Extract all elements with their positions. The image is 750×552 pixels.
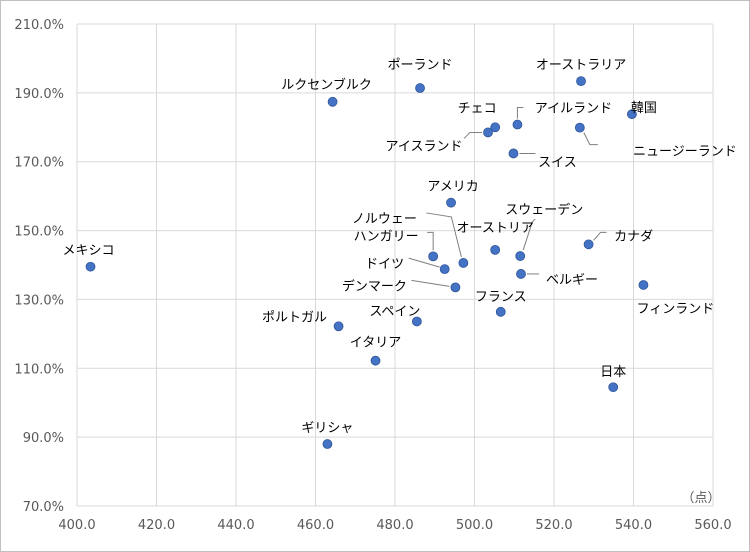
data-point <box>516 269 526 279</box>
leader-line <box>426 212 462 258</box>
data-point <box>446 197 456 208</box>
x-unit-label: （点） <box>681 491 720 506</box>
point-label: アイルランド <box>535 102 612 117</box>
x-tick-label: 440.0 <box>217 518 254 533</box>
y-tick-label: 210.0% <box>14 18 64 33</box>
point-label: スイス <box>538 155 577 170</box>
data-point <box>428 251 439 262</box>
leader-line <box>463 131 483 139</box>
data-point <box>490 244 501 255</box>
point-label: ポルトガル <box>262 310 327 325</box>
data-point <box>495 306 506 317</box>
data-point <box>490 122 501 133</box>
leader-line <box>408 257 440 268</box>
point-label: カナダ <box>614 229 653 244</box>
y-tick-label: 90.0% <box>23 431 64 446</box>
data-point <box>439 264 450 275</box>
data-points <box>85 76 649 449</box>
leader-line <box>411 279 450 287</box>
point-label: アイスランド <box>386 139 463 154</box>
x-tick-label: 480.0 <box>376 518 413 533</box>
data-point <box>370 355 381 366</box>
x-tick-label: 500.0 <box>456 518 493 533</box>
point-label: アメリカ <box>427 180 478 195</box>
point-label: ニュージーランド <box>633 145 737 160</box>
point-label: イタリア <box>350 336 401 351</box>
data-point <box>576 76 586 87</box>
leader-line <box>427 231 434 251</box>
point-label: オーストリア <box>456 221 533 236</box>
point-label: スウェーデン <box>505 202 583 218</box>
point-label: ルクセンブルク <box>281 77 372 93</box>
data-point <box>322 439 333 449</box>
x-tick-label: 400.0 <box>58 518 95 533</box>
point-label: ギリシャ <box>301 421 353 436</box>
point-label: チェコ <box>458 101 497 116</box>
y-tick-label: 190.0% <box>14 87 64 102</box>
grid-layer <box>76 23 714 507</box>
point-label: 日本 <box>600 365 626 380</box>
leader-line <box>583 132 598 146</box>
x-tick-label: 560.0 <box>694 518 731 533</box>
data-point <box>583 239 594 250</box>
data-point <box>627 109 637 120</box>
data-point <box>458 258 469 268</box>
y-tick-label: 170.0% <box>14 156 64 171</box>
data-point <box>574 122 585 133</box>
x-tick-label: 460.0 <box>297 518 334 533</box>
point-label: フィンランド <box>637 302 715 317</box>
point-label: ハンガリー <box>354 229 419 244</box>
x-tick-label: 420.0 <box>138 518 175 533</box>
data-point <box>483 127 493 138</box>
data-point <box>638 280 649 290</box>
leader-line <box>522 218 536 251</box>
y-tick-label: 110.0% <box>14 362 64 377</box>
data-point <box>85 261 96 272</box>
data-point <box>411 316 422 327</box>
tick-labels: 400.0 420.0 440.0 460.0 480.0 500.0 520.0 540.0… <box>14 18 731 533</box>
point-label: フランス <box>475 290 527 305</box>
point-label: ノルウェー <box>352 212 417 227</box>
y-tick-label: 130.0% <box>14 293 64 308</box>
data-point <box>327 96 338 107</box>
data-point <box>608 382 619 393</box>
leader-line <box>593 231 607 241</box>
data-point <box>333 321 344 332</box>
data-point <box>512 119 523 130</box>
x-tick-label: 520.0 <box>535 518 572 533</box>
data-point <box>415 83 425 93</box>
point-label: オーストラリア <box>536 58 626 73</box>
x-tick-label: 540.0 <box>615 518 652 533</box>
point-label: デンマーク <box>342 278 407 294</box>
point-label: ベルギー <box>546 273 598 288</box>
y-tick-label: 150.0% <box>14 225 64 240</box>
leader-lines <box>408 107 607 287</box>
data-point <box>508 148 519 159</box>
y-tick-label: 70.0% <box>23 500 64 515</box>
data-point <box>515 251 526 261</box>
point-label: ポーランド <box>388 58 453 73</box>
leader-line <box>516 107 524 119</box>
point-label: ドイツ <box>365 257 404 272</box>
point-label: メキシコ <box>63 244 115 259</box>
data-point <box>450 282 461 293</box>
point-label: スペイン <box>369 304 420 319</box>
point-label: 韓国 <box>631 101 657 116</box>
